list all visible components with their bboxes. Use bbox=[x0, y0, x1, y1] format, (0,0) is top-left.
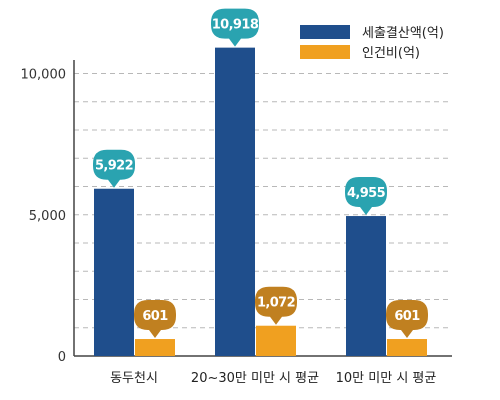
data-label: 1,072 bbox=[257, 296, 295, 311]
data-label-bubble bbox=[134, 300, 176, 339]
y-tick-label: 5,000 bbox=[29, 209, 66, 224]
y-tick-label: 10,000 bbox=[21, 68, 67, 83]
data-label: 10,918 bbox=[212, 18, 259, 33]
legend: 세출결산액(억) 인건비(억) bbox=[300, 25, 444, 61]
y-axis-ticks: 0 5,000 10,000 bbox=[21, 68, 67, 365]
bar bbox=[346, 216, 386, 356]
data-label: 601 bbox=[394, 309, 420, 324]
data-label-bubble bbox=[93, 149, 135, 188]
data-label-bubble bbox=[211, 8, 259, 47]
legend-label: 세출결산액(억) bbox=[362, 26, 444, 41]
category-label: 동두천시 bbox=[110, 371, 158, 386]
y-tick-label: 0 bbox=[58, 350, 66, 365]
category-label: 20~30만 미만 시 평균 bbox=[191, 371, 319, 386]
data-label: 4,955 bbox=[347, 186, 386, 201]
category-labels: 동두천시 20~30만 미만 시 평균 10만 미만 시 평균 bbox=[110, 371, 436, 386]
bar bbox=[135, 339, 175, 356]
bar bbox=[387, 339, 427, 356]
data-label: 5,922 bbox=[95, 159, 133, 174]
bar bbox=[256, 325, 296, 356]
data-label-bubble bbox=[386, 300, 428, 339]
bar bbox=[94, 188, 134, 356]
legend-label: 인건비(억) bbox=[362, 46, 420, 61]
grid-lines bbox=[74, 73, 452, 329]
data-label: 601 bbox=[142, 309, 168, 324]
category-label: 10만 미만 시 평균 bbox=[336, 371, 437, 386]
data-label-bubble bbox=[255, 286, 297, 325]
bars bbox=[94, 47, 427, 357]
legend-swatch bbox=[300, 25, 350, 39]
data-label-bubble bbox=[345, 177, 387, 216]
data-labels: 5,922 10,918 4,955 601 1,072 601 bbox=[93, 8, 428, 339]
bar bbox=[215, 47, 255, 357]
legend-swatch bbox=[300, 45, 350, 59]
